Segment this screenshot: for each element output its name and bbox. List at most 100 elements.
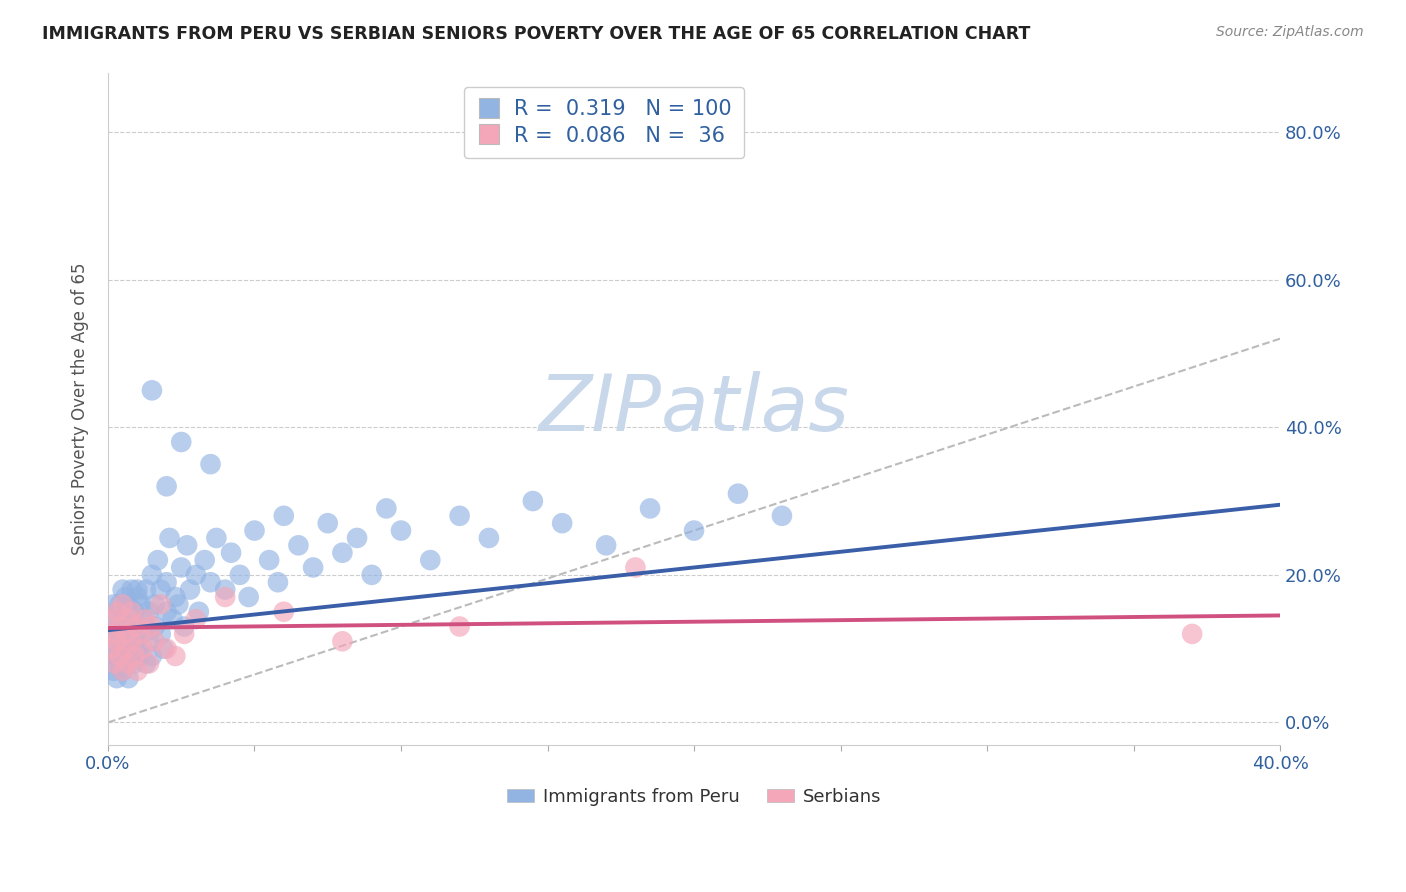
Point [360, 567, 382, 582]
Point [114, 619, 136, 633]
Text: Source: ZipAtlas.com: Source: ZipAtlas.com [1216, 25, 1364, 39]
Point [100, 657, 122, 671]
Point [114, 605, 136, 619]
Point [138, 634, 160, 648]
Point [117, 627, 139, 641]
Point [273, 508, 295, 523]
Point [103, 641, 125, 656]
Point [135, 582, 157, 597]
Point [114, 641, 136, 656]
Point [316, 516, 339, 531]
Point [132, 627, 155, 641]
Point [159, 531, 181, 545]
Point [243, 524, 266, 538]
Point [100, 627, 122, 641]
Point [205, 531, 228, 545]
Point [138, 657, 160, 671]
Point [114, 627, 136, 641]
Point [111, 634, 134, 648]
Point [135, 612, 157, 626]
Point [683, 524, 706, 538]
Point [149, 582, 172, 597]
Point [105, 634, 128, 648]
Point [638, 501, 661, 516]
Point [155, 479, 177, 493]
Text: ZIPatlas: ZIPatlas [538, 371, 849, 447]
Point [114, 590, 136, 604]
Point [214, 582, 236, 597]
Point [187, 605, 209, 619]
Point [257, 553, 280, 567]
Point [165, 590, 187, 604]
Point [108, 598, 131, 612]
Point [375, 501, 398, 516]
Point [100, 612, 122, 626]
Point [111, 582, 134, 597]
Point [179, 582, 201, 597]
Point [117, 612, 139, 626]
Point [124, 657, 146, 671]
Point [302, 560, 325, 574]
Point [155, 575, 177, 590]
Point [105, 634, 128, 648]
Point [117, 641, 139, 656]
Point [124, 648, 146, 663]
Point [105, 619, 128, 633]
Point [165, 648, 187, 663]
Point [200, 457, 222, 471]
Legend: Immigrants from Peru, Serbians: Immigrants from Peru, Serbians [499, 780, 889, 813]
Point [105, 605, 128, 619]
Point [176, 538, 198, 552]
Point [214, 590, 236, 604]
Point [389, 524, 412, 538]
Point [120, 634, 142, 648]
Point [127, 641, 149, 656]
Point [103, 657, 125, 671]
Point [129, 627, 152, 641]
Point [129, 648, 152, 663]
Point [478, 531, 501, 545]
Point [595, 538, 617, 552]
Point [149, 598, 172, 612]
Point [108, 657, 131, 671]
Point [219, 546, 242, 560]
Point [419, 553, 441, 567]
Point [108, 619, 131, 633]
Point [117, 598, 139, 612]
Point [100, 641, 122, 656]
Point [143, 598, 166, 612]
Point [124, 634, 146, 648]
Point [146, 553, 169, 567]
Point [138, 605, 160, 619]
Point [141, 384, 163, 398]
Point [184, 567, 207, 582]
Point [727, 486, 749, 500]
Point [111, 648, 134, 663]
Point [127, 619, 149, 633]
Point [238, 590, 260, 604]
Point [149, 627, 172, 641]
Point [127, 664, 149, 678]
Point [103, 627, 125, 641]
Point [229, 567, 252, 582]
Point [129, 598, 152, 612]
Point [287, 538, 309, 552]
Point [332, 634, 354, 648]
Point [332, 546, 354, 560]
Point [155, 641, 177, 656]
Point [127, 590, 149, 604]
Point [103, 598, 125, 612]
Point [127, 619, 149, 633]
Point [167, 598, 190, 612]
Point [105, 605, 128, 619]
Point [173, 619, 195, 633]
Point [103, 612, 125, 626]
Point [135, 657, 157, 671]
Point [143, 619, 166, 633]
Point [120, 648, 142, 663]
Point [103, 664, 125, 678]
Point [108, 627, 131, 641]
Point [141, 648, 163, 663]
Point [162, 612, 184, 626]
Point [449, 508, 471, 523]
